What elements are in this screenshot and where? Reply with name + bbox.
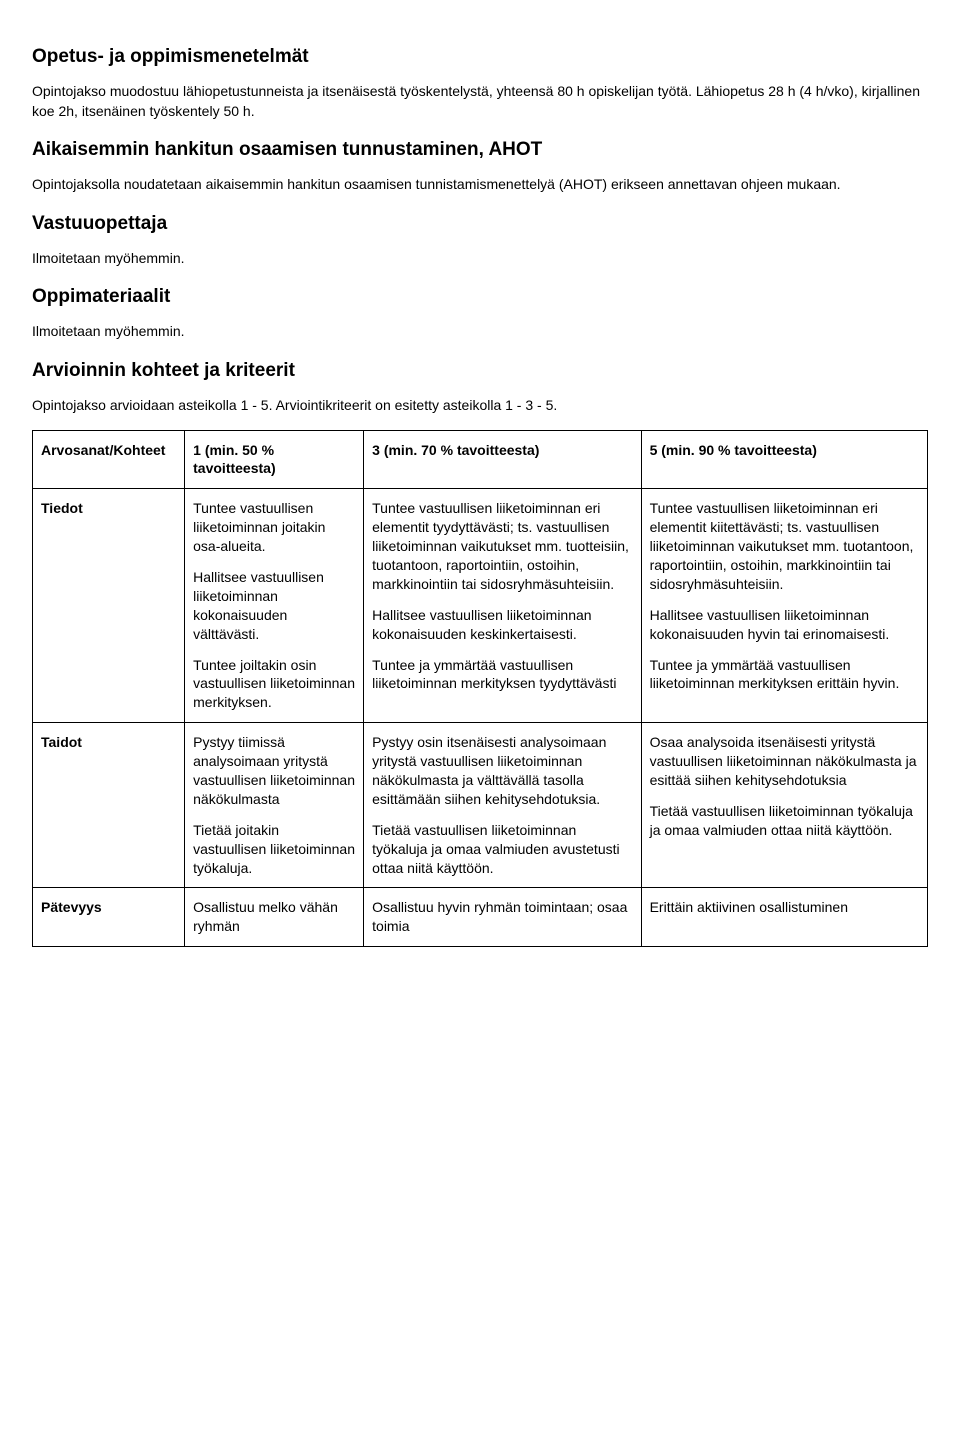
cell-text: Pystyy tiimissä analysoimaan yritystä va…: [193, 733, 355, 809]
section-heading-criteria: Arvioinnin kohteet ja kriteerit: [32, 360, 928, 382]
row-label-taidot: Taidot: [33, 723, 185, 888]
section-text-ahot: Opintojaksolla noudatetaan aikaisemmin h…: [32, 175, 928, 195]
table-header-level1: 1 (min. 50 % tavoitteesta): [185, 430, 364, 489]
cell-text: Osaa analysoida itsenäisesti yritystä va…: [650, 733, 919, 790]
table-row: Pätevyys Osallistuu melko vähän ryhmän O…: [33, 888, 928, 947]
section-heading-materials: Oppimateriaalit: [32, 286, 928, 308]
cell-text: Tietää vastuullisen liiketoiminnan työka…: [372, 821, 632, 878]
cell-tiedot-5: Tuntee vastuullisen liiketoiminnan eri e…: [641, 489, 927, 723]
cell-tiedot-1: Tuntee vastuullisen liiketoiminnan joita…: [185, 489, 364, 723]
cell-text: Tuntee ja ymmärtää vastuullisen liiketoi…: [650, 656, 919, 694]
section-heading-teacher: Vastuuopettaja: [32, 213, 928, 235]
section-text-criteria: Opintojakso arvioidaan asteikolla 1 - 5.…: [32, 396, 928, 416]
cell-text: Tietää vastuullisen liiketoiminnan työka…: [650, 802, 919, 840]
cell-text: Osallistuu melko vähän ryhmän: [193, 898, 355, 936]
assessment-table: Arvosanat/Kohteet 1 (min. 50 % tavoittee…: [32, 430, 928, 948]
section-text-teacher: Ilmoitetaan myöhemmin.: [32, 249, 928, 269]
row-label-tiedot: Tiedot: [33, 489, 185, 723]
table-header-label: Arvosanat/Kohteet: [33, 430, 185, 489]
table-row: Taidot Pystyy tiimissä analysoimaan yrit…: [33, 723, 928, 888]
cell-tiedot-3: Tuntee vastuullisen liiketoiminnan eri e…: [364, 489, 641, 723]
cell-text: Erittäin aktiivinen osallistuminen: [650, 898, 919, 917]
cell-patevyys-1: Osallistuu melko vähän ryhmän: [185, 888, 364, 947]
cell-taidot-5: Osaa analysoida itsenäisesti yritystä va…: [641, 723, 927, 888]
table-row: Tiedot Tuntee vastuullisen liiketoiminna…: [33, 489, 928, 723]
cell-taidot-1: Pystyy tiimissä analysoimaan yritystä va…: [185, 723, 364, 888]
cell-text: Hallitsee vastuullisen liiketoiminnan ko…: [372, 606, 632, 644]
cell-text: Hallitsee vastuullisen liiketoiminnan ko…: [650, 606, 919, 644]
cell-text: Tuntee vastuullisen liiketoiminnan eri e…: [372, 499, 632, 593]
cell-patevyys-3: Osallistuu hyvin ryhmän toimintaan; osaa…: [364, 888, 641, 947]
cell-text: Tuntee joiltakin osin vastuullisen liike…: [193, 656, 355, 713]
table-header-level3: 3 (min. 70 % tavoitteesta): [364, 430, 641, 489]
section-heading-methods: Opetus- ja oppimismenetelmät: [32, 46, 928, 68]
cell-taidot-3: Pystyy osin itsenäisesti analysoimaan yr…: [364, 723, 641, 888]
table-header-level5: 5 (min. 90 % tavoitteesta): [641, 430, 927, 489]
cell-text: Osallistuu hyvin ryhmän toimintaan; osaa…: [372, 898, 632, 936]
cell-text: Tietää joitakin vastuullisen liiketoimin…: [193, 821, 355, 878]
row-label-patevyys: Pätevyys: [33, 888, 185, 947]
section-text-methods: Opintojakso muodostuu lähiopetustunneist…: [32, 82, 928, 121]
cell-text: Hallitsee vastuullisen liiketoiminnan ko…: [193, 568, 355, 644]
section-heading-ahot: Aikaisemmin hankitun osaamisen tunnustam…: [32, 139, 928, 161]
section-text-materials: Ilmoitetaan myöhemmin.: [32, 322, 928, 342]
cell-text: Tuntee vastuullisen liiketoiminnan eri e…: [650, 499, 919, 593]
table-header-row: Arvosanat/Kohteet 1 (min. 50 % tavoittee…: [33, 430, 928, 489]
cell-text: Pystyy osin itsenäisesti analysoimaan yr…: [372, 733, 632, 809]
cell-text: Tuntee ja ymmärtää vastuullisen liiketoi…: [372, 656, 632, 694]
cell-text: Tuntee vastuullisen liiketoiminnan joita…: [193, 499, 355, 556]
cell-patevyys-5: Erittäin aktiivinen osallistuminen: [641, 888, 927, 947]
